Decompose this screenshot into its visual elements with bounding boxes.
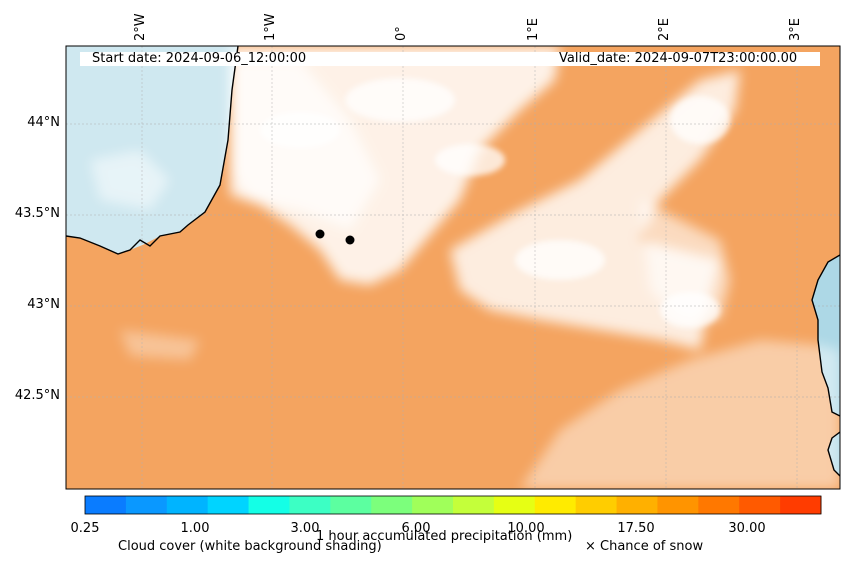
sea-biscay [66, 46, 238, 254]
cloud-cover-shading [90, 46, 840, 489]
colorbar-segment [166, 496, 209, 514]
city-marker [345, 235, 355, 245]
colorbar-tick: 1.00 [180, 521, 210, 536]
colorbar-title: 1 hour accumulated precipitation (mm) [316, 529, 573, 544]
colorbar-segment [207, 496, 250, 514]
colorbar-segment [85, 496, 127, 514]
lat-label: 43.5°N [14, 206, 60, 221]
colorbar-segment [780, 496, 822, 514]
colorbar-tick: 6.00 [401, 521, 431, 536]
lat-label: 43°N [27, 297, 60, 312]
colorbar-segment [657, 496, 699, 514]
colorbar-tick: 17.50 [617, 521, 655, 536]
colorbar-segment [493, 496, 536, 514]
start-date-label: Start date: 2024-09-06_12:00:00 [92, 51, 307, 66]
colorbar-tick: 3.00 [290, 521, 320, 536]
colorbar-segment [371, 496, 413, 514]
valid-date-label: Valid_date: 2024-09-07T23:00:00.00 [559, 51, 798, 66]
colorbar-segment [698, 496, 740, 514]
colorbar-segment [125, 496, 168, 514]
cloud-cover-legend: Cloud cover (white background shading) [118, 539, 382, 554]
colorbar-frame [84, 495, 822, 515]
colorbar-segment [534, 496, 577, 514]
lat-label: 44°N [27, 115, 60, 130]
lon-label: 3°E [788, 18, 803, 41]
colorbar-tick: 30.00 [728, 521, 766, 536]
header-band [80, 52, 820, 66]
colorbar-segment [575, 496, 618, 514]
colorbar-segment [453, 496, 495, 514]
colorbar-segment [248, 496, 290, 514]
colorbar-segment [412, 496, 454, 514]
lat-label: 42.5°N [14, 388, 60, 403]
map-frame [65, 45, 841, 490]
coastline-atlantic [66, 46, 239, 255]
colorbar-segment [616, 496, 658, 514]
lon-label: 2°E [657, 18, 672, 41]
colorbar-segment [289, 496, 331, 514]
snow-legend: × Chance of snow [585, 539, 704, 554]
colorbar-segment [739, 496, 781, 514]
lon-label: 2°W [133, 13, 148, 41]
city-marker [315, 229, 325, 239]
coastline-mediterranean [811, 254, 840, 417]
lon-label: 1°W [263, 13, 278, 41]
gridlines [66, 46, 840, 489]
lon-label: 0° [394, 26, 409, 41]
colorbar-tick: 0.25 [70, 521, 100, 536]
colorbar-segment [330, 496, 372, 514]
colorbar [85, 496, 822, 514]
colorbar-tick: 10.00 [507, 521, 545, 536]
lon-label: 1°E [526, 18, 541, 41]
